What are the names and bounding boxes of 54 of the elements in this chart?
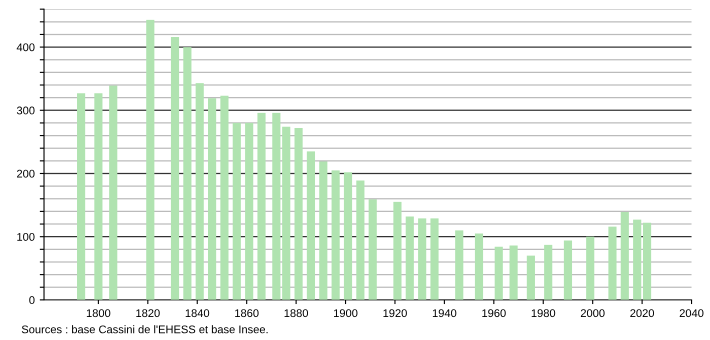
x-tick-label: 1980: [532, 309, 556, 318]
bar: [455, 230, 464, 300]
bar: [319, 161, 328, 300]
bar: [474, 234, 484, 300]
y-tick-label: 300: [16, 106, 35, 114]
x-tick-label: 1900: [334, 309, 358, 318]
x-tick-label: 1820: [136, 309, 160, 318]
x-tick-label: 1860: [235, 309, 259, 318]
bar: [356, 180, 364, 300]
source-note: Sources : base Cassini de l'EHESS et base Insee.: [22, 325, 268, 334]
bar: [544, 244, 552, 300]
bar: [608, 226, 617, 300]
bar: [94, 93, 102, 300]
x-tick-label: 2000: [580, 309, 605, 318]
bar: [232, 122, 241, 300]
bar: [430, 218, 439, 300]
bar: [418, 218, 426, 300]
bar: [109, 86, 118, 300]
x-tick-label: 2020: [630, 309, 654, 318]
y-tick-label: 200: [17, 170, 35, 178]
bar: [306, 151, 316, 300]
x-tick-label: 1840: [186, 309, 210, 318]
bar: [183, 47, 192, 300]
x-tick-label: 2040: [680, 309, 704, 318]
bar: [633, 220, 642, 300]
x-tick-label: 1960: [482, 309, 506, 318]
bar: [393, 202, 402, 300]
x-tick-label: 1920: [383, 309, 407, 318]
y-tick-label: 400: [16, 43, 35, 52]
bar: [170, 36, 180, 300]
bar: [620, 212, 629, 300]
bar: [332, 170, 340, 300]
bar: [344, 172, 352, 300]
bar: [146, 20, 154, 300]
y-tick-label: 0: [29, 296, 35, 304]
bar: [494, 246, 503, 300]
bar: [586, 236, 594, 300]
bar: [526, 256, 535, 300]
bar: [245, 122, 254, 300]
bar: [642, 222, 652, 300]
bar: [564, 240, 572, 300]
bar: [257, 112, 266, 300]
x-tick-label: 1800: [86, 309, 110, 318]
bar: [510, 246, 518, 300]
bar: [294, 128, 303, 300]
x-tick-label: 1940: [432, 309, 456, 318]
bar: [196, 83, 204, 300]
bar: [220, 96, 229, 300]
bar: [406, 216, 414, 300]
bar: [368, 199, 377, 300]
y-tick-label: 100: [17, 232, 35, 241]
bar: [77, 93, 86, 300]
x-tick-label: 1880: [284, 309, 308, 318]
bar: [208, 98, 216, 300]
